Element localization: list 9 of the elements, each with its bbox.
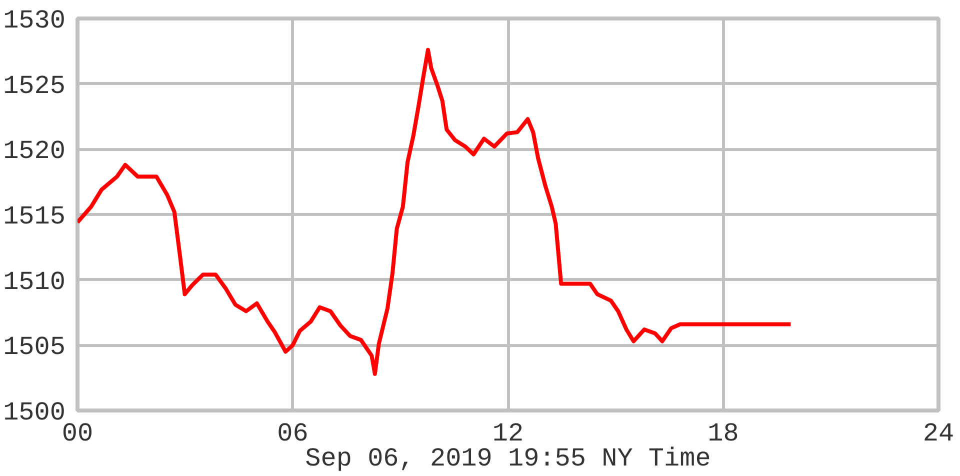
y-tick-label: 1525	[3, 70, 66, 101]
line-series	[78, 48, 793, 376]
y-tick-label: 1515	[3, 202, 66, 232]
y-tick-label: 1520	[3, 136, 66, 166]
y-tick-label: 1510	[3, 266, 66, 297]
y-tick-label: 1530	[3, 6, 66, 36]
y-tick-label: 1505	[3, 332, 66, 362]
x-tick-label: 00	[62, 418, 94, 448]
x-tick-label: 24	[922, 418, 954, 448]
